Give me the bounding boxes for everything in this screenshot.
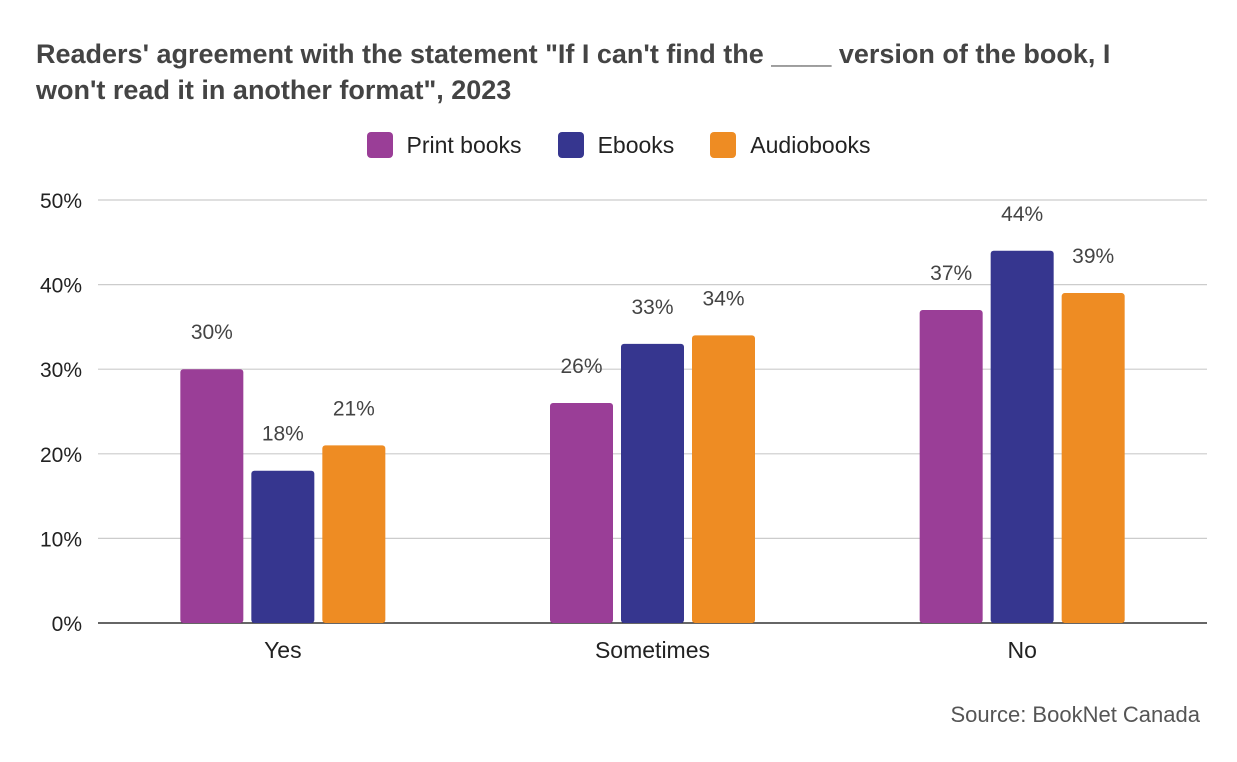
bar [692,335,755,623]
y-tick-label: 20% [40,444,82,467]
legend-item-ebooks: Ebooks [557,131,675,159]
legend-swatch-print-books [366,132,393,158]
x-category-label: Sometimes [595,637,710,663]
legend: Print books Ebooks Audiobooks [0,128,1237,162]
legend-swatch-ebooks [557,132,584,158]
bar [621,343,684,623]
bar [180,369,244,623]
source-note: Source: BookNet Canada [950,702,1201,727]
data-label: 44% [1001,203,1043,226]
legend-item-audiobooks: Audiobooks [710,132,870,159]
bar [990,250,1054,623]
y-tick-label: 30% [40,359,82,382]
data-label: 37% [930,262,972,285]
legend-label-audiobooks: Audiobooks [750,131,871,158]
y-tick-label: 0% [52,613,82,636]
bar [1061,293,1125,623]
data-label: 18% [262,423,304,446]
bar [919,309,983,623]
data-label: 34% [702,287,744,310]
data-label: 30% [191,321,233,344]
data-label: 39% [1072,245,1114,268]
legend-item-print-books: Print books [366,131,522,159]
legend-label-ebooks: Ebooks [597,131,675,158]
x-category-label: Yes [264,637,302,663]
legend-swatch-audiobooks [710,132,737,158]
bar [550,403,613,623]
bar [251,470,315,623]
data-label: 26% [560,355,602,378]
y-tick-label: 50% [40,190,82,213]
data-label: 21% [333,397,375,420]
x-category-label: No [1007,637,1036,663]
legend-label-print-books: Print books [406,131,522,158]
data-label: 33% [631,296,673,319]
y-tick-label: 40% [40,275,82,298]
chart-title: Readers' agreement with the statement "I… [36,39,1111,105]
bar [322,445,386,623]
y-tick-label: 10% [40,528,82,551]
